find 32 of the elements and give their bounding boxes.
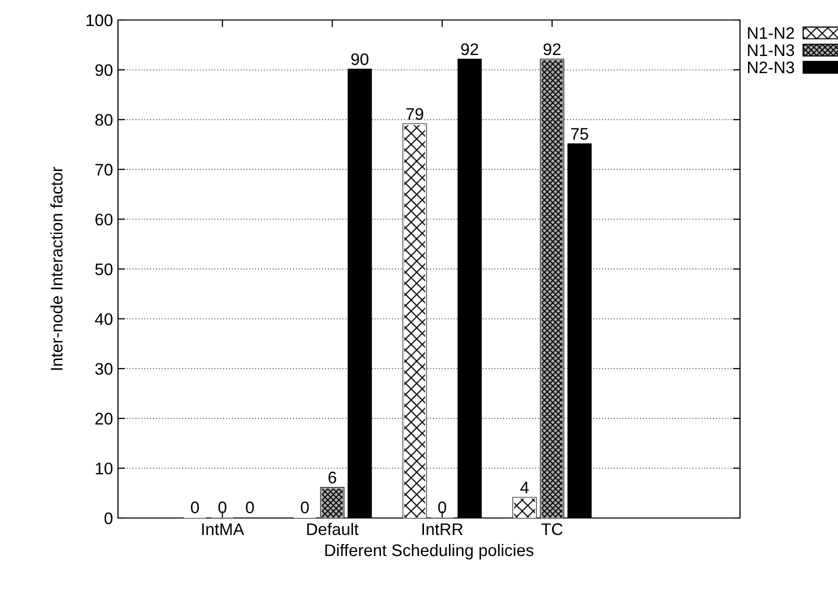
x-tick-label: IntMA <box>202 523 244 536</box>
data-label: 0 <box>300 502 309 514</box>
y-tick-label: 20 <box>95 412 112 425</box>
data-label: 0 <box>190 502 199 514</box>
y-tick-label: 40 <box>94 313 112 326</box>
y-tick-label: 0 <box>104 512 112 524</box>
data-label: 6 <box>328 472 336 484</box>
y-tick-label: 90 <box>95 64 112 76</box>
legend-label: N2-N3 <box>748 62 794 74</box>
data-label: 92 <box>544 43 561 56</box>
legend-label: N1-N2 <box>748 27 794 39</box>
data-label: 75 <box>571 128 588 140</box>
x-tick-label: IntRR <box>422 523 463 536</box>
data-label: 0 <box>246 502 254 514</box>
y-tick-label: 80 <box>95 114 112 126</box>
y-tick-label: 50 <box>95 263 112 276</box>
y-tick-label: 60 <box>95 214 112 226</box>
legend-label: N1-N3 <box>748 44 794 56</box>
x-axis-title: Different Scheduling policies <box>325 544 534 560</box>
y-tick-label: 10 <box>96 462 112 474</box>
y-tick-label: 70 <box>95 164 112 176</box>
x-tick-label: TC <box>541 523 563 536</box>
data-label: 92 <box>461 43 478 56</box>
x-tick-label: Default <box>307 522 359 536</box>
data-label: 4 <box>520 482 529 494</box>
y-tick-label: 100 <box>86 14 112 26</box>
data-label: 79 <box>406 108 424 120</box>
data-label: 0 <box>218 502 226 514</box>
y-tick-label: 30 <box>95 363 112 375</box>
y-axis-title: Inter-node Interaction factor <box>50 166 63 370</box>
data-label: 0 <box>438 502 446 514</box>
data-label: 90 <box>351 53 368 66</box>
